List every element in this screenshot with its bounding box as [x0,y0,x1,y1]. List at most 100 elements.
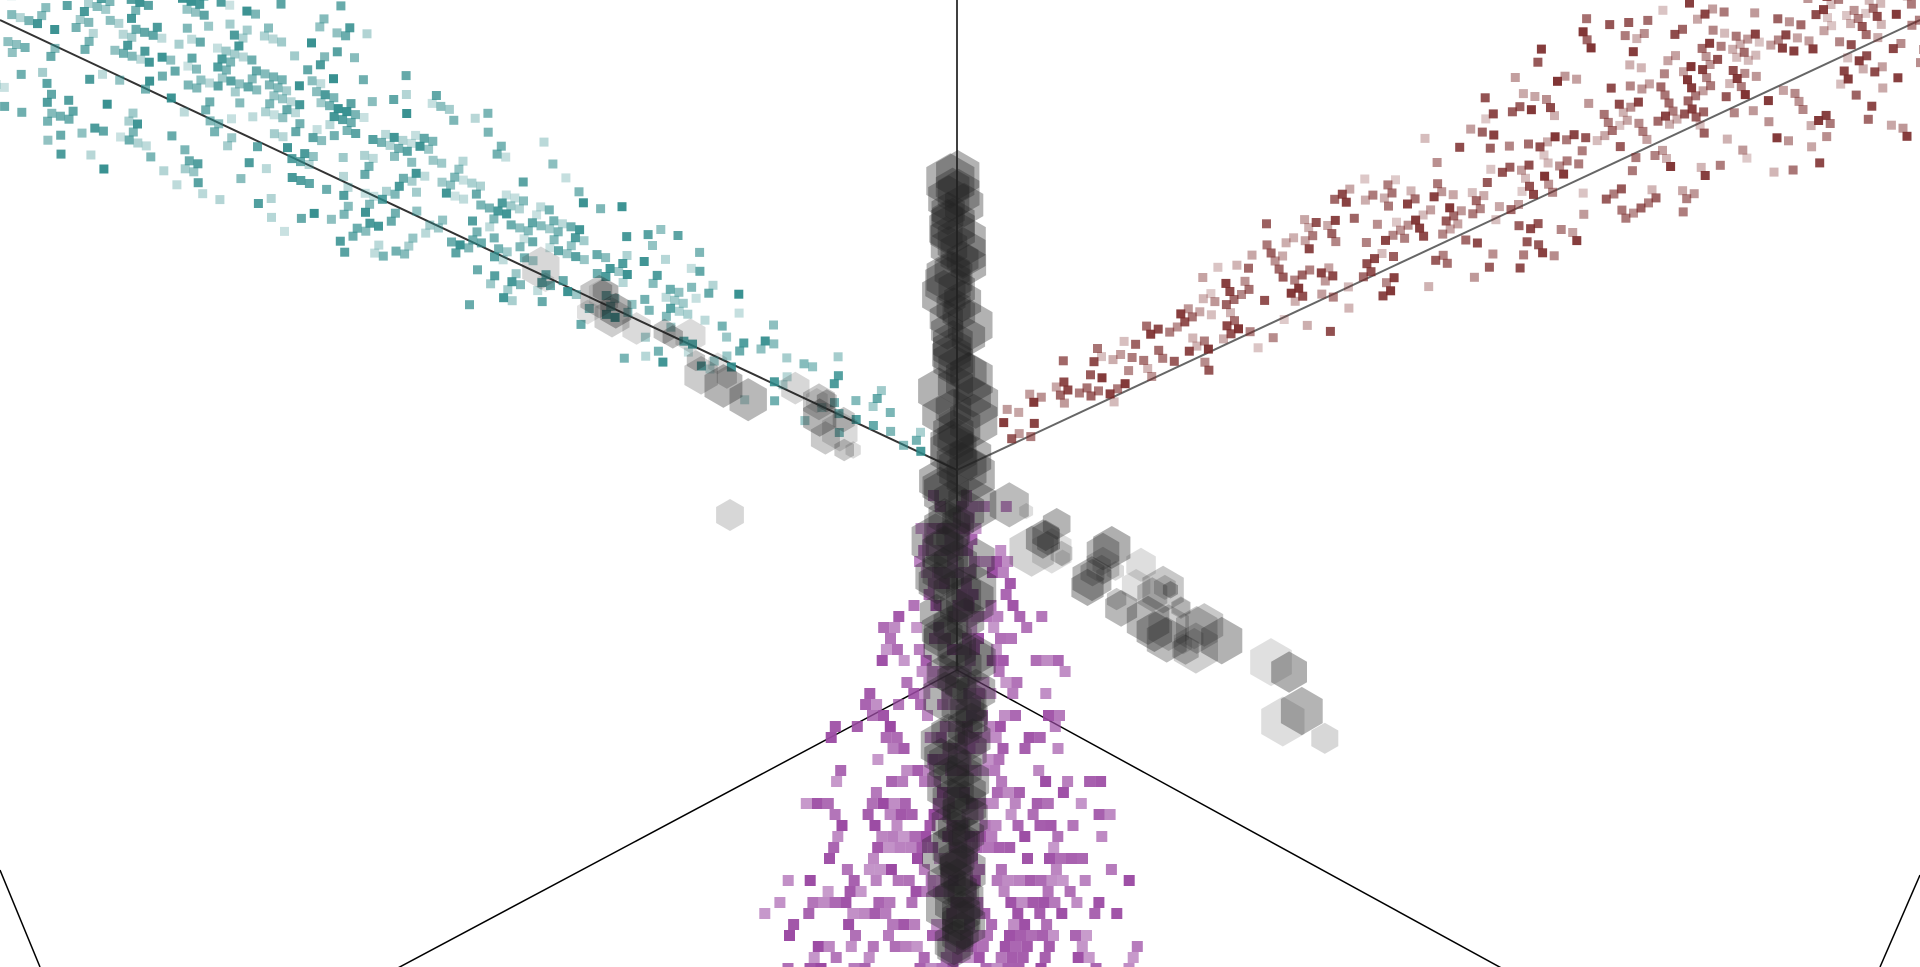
yz-projection-cell [1705,60,1715,69]
data-point [930,226,968,268]
data-point [931,803,966,843]
xy-projection-cell [1052,743,1064,754]
yz-projection-cell [1658,145,1667,155]
xy-projection-cell [964,919,976,930]
xy-projection-cell [991,787,1003,798]
xz-projection-cell [389,132,399,142]
xy-projection-cell [867,941,879,952]
xy-projection-cell [914,556,926,567]
yz-projection-cell [1262,219,1271,229]
xy-projection-cell [967,853,978,864]
xz-projection-cell [708,280,718,290]
yz-projection-cell [1014,429,1024,439]
xz-projection-cell [178,0,187,3]
xy-projection-cell [884,897,896,908]
xz-projection-cell [192,64,201,74]
data-point [1280,686,1323,736]
xy-projection-cell [968,732,980,743]
xz-projection-cell [606,301,616,311]
yz-projection-cell [1603,117,1613,127]
data-point [1105,589,1138,627]
projection-yz-wall [999,0,1920,444]
data-point [937,660,970,698]
xz-projection-cell [0,101,10,111]
xz-projection-cell [193,178,203,188]
yz-projection-cell [1572,74,1582,84]
yz-projection-cell [1549,251,1559,261]
xy-projection-cell [923,765,935,776]
yz-projection-cell [1331,237,1341,247]
yz-projection-cell [1843,74,1853,84]
xz-projection-cell [278,132,288,142]
xz-projection-cell [412,187,421,197]
yz-projection-cell [1471,196,1481,206]
yz-projection-cell [1108,355,1118,365]
xz-projection-cell [465,300,474,310]
yz-projection-cell [1510,73,1520,82]
xy-projection-cell [916,842,928,853]
yz-projection-cell [1382,278,1391,288]
xz-projection-cell [673,231,683,240]
data-point [1154,574,1176,600]
yz-projection-cell [1051,382,1061,392]
yz-projection-cell [1701,52,1711,61]
yz-projection-cell [1615,142,1625,152]
data-point [942,897,981,941]
xy-projection-cell [938,754,950,765]
xz-projection-cell [610,293,620,303]
xz-projection-cell [291,108,300,118]
xy-projection-cell [880,908,892,919]
yz-projection-cell [1097,373,1107,383]
yz-projection-cell [1206,310,1216,320]
yz-projection-cell [1702,73,1712,83]
yz-projection-cell [1360,195,1370,205]
xy-projection-cell [1081,930,1092,941]
xz-projection-cell [389,95,399,104]
xz-projection-cell [186,0,196,6]
xy-projection-cell [963,600,975,611]
xz-projection-cell [402,109,412,118]
xy-projection-cell [874,864,886,875]
xy-projection-cell [912,765,924,776]
yz-projection-cell [1804,36,1814,46]
xy-projection-cell [822,886,834,897]
yz-projection-cell [1082,383,1092,393]
yz-projection-cell [1517,165,1526,175]
data-point [924,467,970,519]
xz-projection-cell [307,76,317,86]
yz-projection-cell [1706,81,1716,91]
xy-projection-cell [966,534,978,545]
yz-projection-cell [1274,264,1284,274]
data-point [1121,569,1151,602]
xy-projection-cell [1123,963,1135,967]
yz-projection-cell [1058,356,1068,366]
data-point [927,861,966,905]
xy-projection-cell [812,941,824,952]
data-point [918,367,960,415]
xz-projection-cell [851,415,861,424]
xy-projection-cell [815,963,827,967]
xy-projection-cell [962,633,973,644]
xz-projection-cell [115,75,125,85]
xy-projection-cell [1071,897,1083,908]
xy-projection-cell [947,875,959,886]
xy-projection-cell [910,886,922,897]
xz-projection-cell [769,320,778,330]
xy-projection-cell [1093,897,1105,908]
xz-projection-cell [205,116,215,126]
xz-projection-cell [101,4,111,14]
xy-projection-cell [921,886,933,897]
data-point [537,272,555,293]
xy-projection-cell [932,798,944,809]
yz-projection-cell [1877,62,1887,72]
data-point [946,352,993,406]
xz-projection-cell [470,113,480,123]
xy-projection-cell [1021,941,1033,952]
yz-projection-cell [1431,255,1441,265]
xy-projection-cell [1123,875,1135,886]
data-point [937,364,974,406]
xz-projection-cell [696,361,706,371]
yz-projection-cell [1750,8,1760,18]
xz-projection-cell [885,408,895,417]
xy-projection-cell [982,930,993,941]
